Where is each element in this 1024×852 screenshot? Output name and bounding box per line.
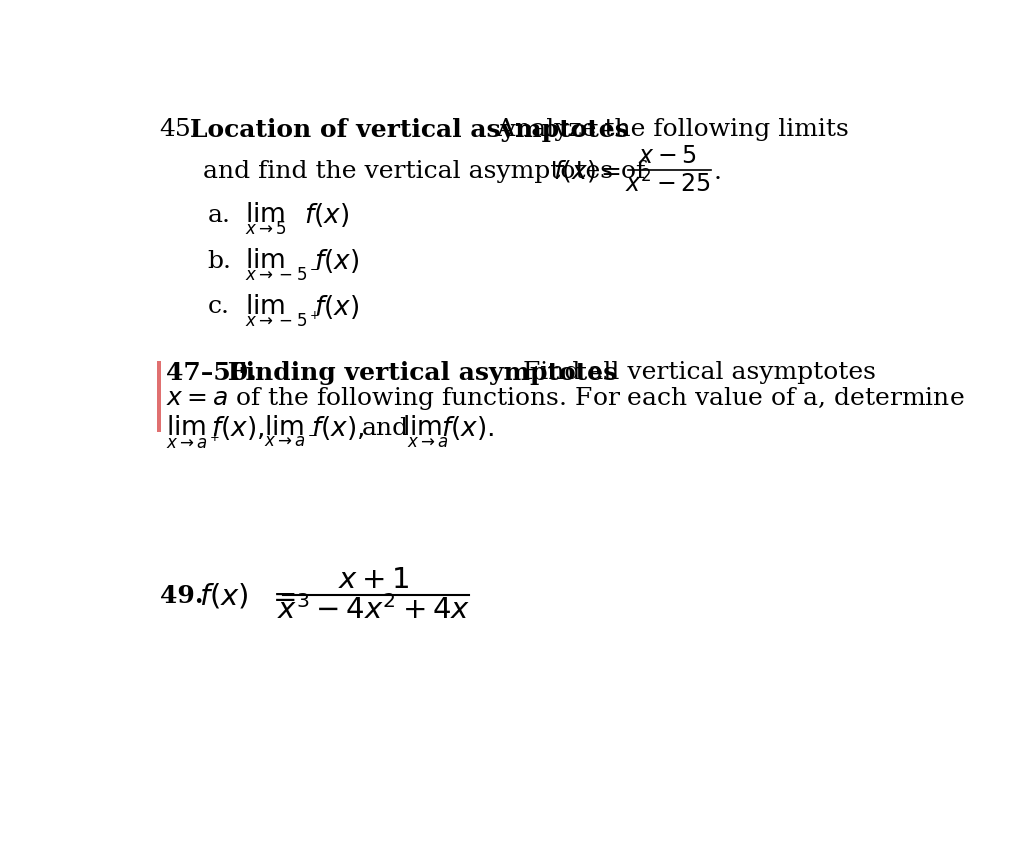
Text: 49.: 49. [160,584,203,607]
Text: $f(x),$: $f(x),$ [310,414,364,442]
Text: $\lim$: $\lim$ [246,294,286,320]
Text: $x\rightarrow a$: $x\rightarrow a$ [408,435,450,452]
Text: $\lim$: $\lim$ [246,248,286,274]
Text: $f(x),$: $f(x),$ [211,414,264,442]
Text: 47–50.: 47–50. [166,360,257,384]
Text: $f(x).$: $f(x).$ [441,414,495,442]
Text: 45.: 45. [160,118,200,141]
Text: $x^2 - 25$: $x^2 - 25$ [625,170,711,197]
Text: $x\rightarrow 5$: $x\rightarrow 5$ [246,221,287,238]
Bar [158,361,162,432]
Text: $\lim$: $\lim$ [246,202,286,228]
Text: $f(x)$: $f(x)$ [314,247,359,275]
Text: and: and [362,417,410,440]
Text: $x + 1$: $x + 1$ [338,566,410,594]
Text: $x - 5$: $x - 5$ [638,144,697,168]
Text: a.: a. [207,204,230,227]
Text: $f(x)$: $f(x)$ [314,293,359,321]
Text: $f(x)$: $f(x)$ [200,581,249,610]
Text: $\lim$: $\lim$ [401,415,442,441]
Text: c.: c. [207,296,229,319]
Text: $f(x) =$: $f(x) =$ [553,158,622,184]
Text: $x\rightarrow a^+$: $x\rightarrow a^+$ [166,433,220,452]
Text: Find all vertical asymptotes: Find all vertical asymptotes [515,361,877,384]
Text: $=$: $=$ [267,582,296,609]
Text: .: . [714,161,722,184]
Text: $\lim$: $\lim$ [264,415,305,441]
Text: $x\rightarrow a^-$: $x\rightarrow a^-$ [264,435,318,452]
Text: $\lim$: $\lim$ [166,415,206,441]
Text: Analyze the following limits: Analyze the following limits [489,118,849,141]
Text: Location of vertical asymptotes: Location of vertical asymptotes [189,118,629,141]
Text: $f(x)$: $f(x)$ [304,201,349,229]
Text: $x\rightarrow -5^+$: $x\rightarrow -5^+$ [246,312,321,331]
Text: b.: b. [207,250,231,273]
Text: $x\rightarrow -5^-$: $x\rightarrow -5^-$ [246,267,321,284]
Text: $x = a$ of the following functions. For each value of a, determine: $x = a$ of the following functions. For … [166,385,965,412]
Text: Finding vertical asymptotes: Finding vertical asymptotes [219,360,617,384]
Text: $x^3 - 4x^2 + 4x$: $x^3 - 4x^2 + 4x$ [278,595,471,625]
Text: and find the vertical asymptotes of: and find the vertical asymptotes of [204,159,653,182]
